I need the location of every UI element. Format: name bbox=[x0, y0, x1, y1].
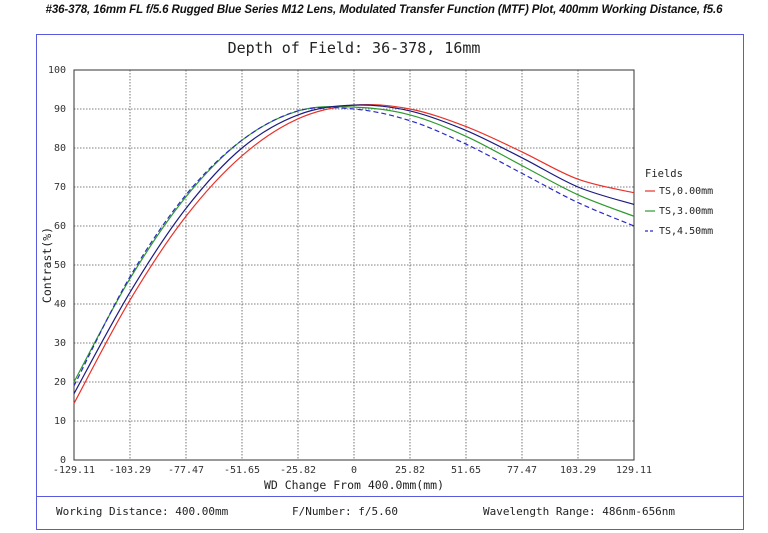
chart-title: Depth of Field: 36-378, 16mm bbox=[228, 39, 481, 57]
series-line-0 bbox=[73, 103, 635, 404]
y-tick-label: 50 bbox=[54, 260, 66, 271]
x-tick-label: 103.29 bbox=[560, 465, 596, 476]
x-tick-label: -25.82 bbox=[280, 465, 316, 476]
x-axis-label: WD Change From 400.0mm(mm) bbox=[264, 478, 444, 492]
y-tick-label: 30 bbox=[54, 338, 66, 349]
y-tick-label: 20 bbox=[54, 377, 66, 388]
y-tick-label: 40 bbox=[54, 299, 66, 310]
footer-f-number: F/Number: f/5.60 bbox=[292, 505, 398, 518]
x-tick-label: 77.47 bbox=[507, 465, 537, 476]
legend-entry: TS,3.00mm bbox=[659, 206, 713, 217]
y-tick-label: 0 bbox=[60, 455, 66, 466]
x-tick-label: -51.65 bbox=[224, 465, 260, 476]
legend-entry: TS,0.00mm bbox=[659, 186, 713, 197]
y-tick-label: 90 bbox=[54, 104, 66, 115]
series-line-3 bbox=[73, 106, 635, 387]
plot-area-border bbox=[73, 69, 635, 461]
y-tick-label: 70 bbox=[54, 182, 66, 193]
x-tick-label: 51.65 bbox=[451, 465, 481, 476]
page-caption: #36-378, 16mm FL f/5.6 Rugged Blue Serie… bbox=[45, 4, 723, 16]
x-tick-label: -129.11 bbox=[53, 465, 95, 476]
x-tick-label: 25.82 bbox=[395, 465, 425, 476]
x-tick-label: 129.11 bbox=[616, 465, 652, 476]
plot-frame bbox=[36, 34, 744, 530]
series-line-2 bbox=[73, 105, 635, 383]
y-tick-label: 100 bbox=[48, 65, 66, 76]
legend-entry: TS,4.50mm bbox=[659, 226, 713, 237]
x-tick-label: -77.47 bbox=[168, 465, 204, 476]
y-tick-label: 10 bbox=[54, 416, 66, 427]
footer-divider bbox=[36, 496, 744, 497]
y-axis-label: Contrast(%) bbox=[40, 227, 54, 303]
legend-title: Fields bbox=[645, 168, 683, 180]
y-tick-label: 60 bbox=[54, 221, 66, 232]
footer-working-distance: Working Distance: 400.00mm bbox=[56, 505, 229, 518]
footer-wavelength: Wavelength Range: 486nm-656nm bbox=[483, 505, 676, 518]
x-tick-label: -103.29 bbox=[109, 465, 151, 476]
y-tick-label: 80 bbox=[54, 143, 66, 154]
x-tick-label: 0 bbox=[351, 465, 357, 476]
